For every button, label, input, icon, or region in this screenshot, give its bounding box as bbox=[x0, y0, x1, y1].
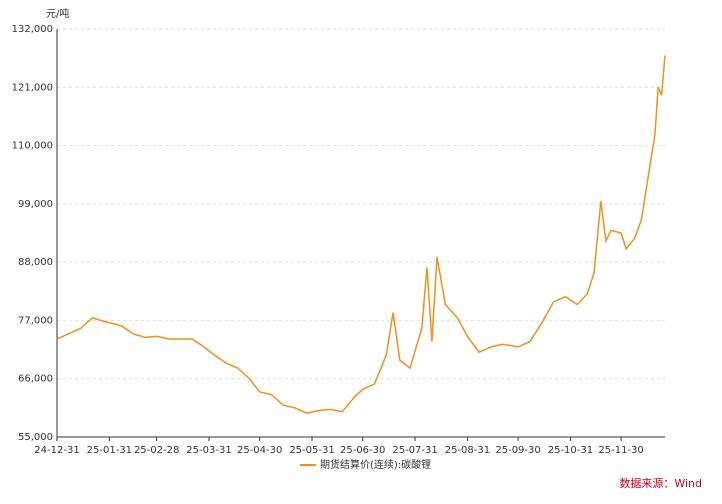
y-tick-label: 110,000 bbox=[12, 141, 53, 152]
unit-label: 元/吨 bbox=[46, 7, 69, 20]
x-tick-label: 25-02-28 bbox=[134, 445, 179, 456]
y-tick-label: 55,000 bbox=[18, 432, 53, 443]
y-tick-label: 132,000 bbox=[12, 24, 53, 35]
x-tick-label: 24-12-31 bbox=[34, 445, 79, 456]
y-tick-label: 66,000 bbox=[18, 374, 53, 385]
x-tick-label: 25-10-31 bbox=[548, 445, 593, 456]
y-tick-label: 121,000 bbox=[12, 82, 53, 93]
y-tick-label: 99,000 bbox=[18, 199, 53, 210]
x-tick-label: 25-06-30 bbox=[340, 445, 385, 456]
x-tick-label: 25-01-31 bbox=[87, 445, 132, 456]
y-tick-label: 88,000 bbox=[18, 257, 53, 268]
x-tick-label: 25-03-31 bbox=[186, 445, 231, 456]
x-tick-label: 25-08-31 bbox=[445, 445, 490, 456]
data-line bbox=[56, 55, 666, 414]
y-tick-label: 77,000 bbox=[18, 315, 53, 326]
x-tick-label: 25-09-30 bbox=[495, 445, 540, 456]
source-note: 数据来源：Wind bbox=[619, 476, 702, 490]
x-tick-label: 25-04-30 bbox=[237, 445, 282, 456]
x-tick-label: 25-11-30 bbox=[598, 445, 643, 456]
x-tick-label: 25-07-31 bbox=[392, 445, 437, 456]
legend-label: 期货结算价(连续):碳酸锂 bbox=[320, 458, 431, 471]
x-tick-label: 25-05-31 bbox=[289, 445, 334, 456]
